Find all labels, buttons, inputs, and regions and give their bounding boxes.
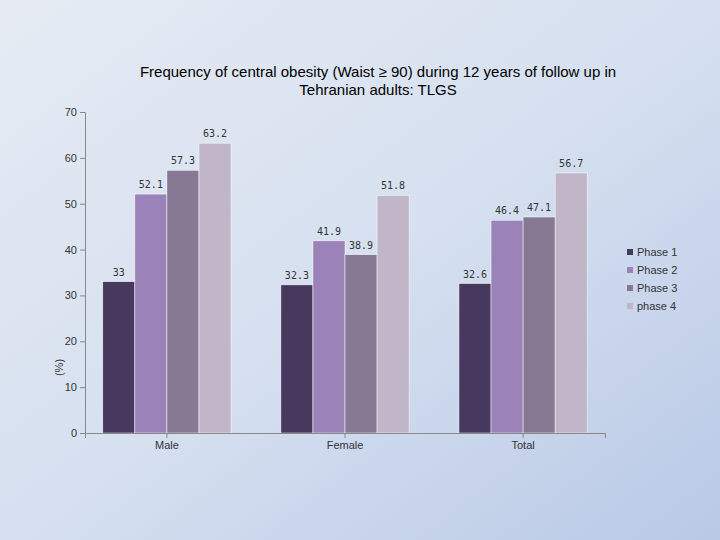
bar xyxy=(135,194,167,433)
y-tick-label: 50 xyxy=(65,198,77,210)
bar xyxy=(313,241,345,433)
x-tick-label: Total xyxy=(511,439,534,451)
data-label: 57.3 xyxy=(171,155,195,166)
bars xyxy=(103,143,587,433)
legend: Phase 1 Phase 2 Phase 3 phase 4 xyxy=(627,246,677,312)
x-tick-mark xyxy=(166,433,167,438)
y-tick: 10 xyxy=(65,381,85,393)
x-tick-label: Male xyxy=(155,439,179,451)
data-label: 32.3 xyxy=(285,270,309,281)
y-tick-mark xyxy=(80,158,85,159)
y-tick-label: 20 xyxy=(65,335,77,347)
y-tick: 70 xyxy=(65,106,85,118)
y-tick-mark xyxy=(80,112,85,113)
data-label: 33 xyxy=(113,267,125,278)
bar xyxy=(103,282,135,433)
y-tick-mark xyxy=(80,295,85,296)
data-label: 46.4 xyxy=(495,205,519,216)
bar xyxy=(523,217,555,433)
y-tick-mark xyxy=(80,433,85,434)
data-label: 47.1 xyxy=(527,202,551,213)
x-tick-label: Female xyxy=(327,439,364,451)
y-tick: 20 xyxy=(65,335,85,347)
y-tick-label: 0 xyxy=(71,427,77,439)
y-tick-label: 10 xyxy=(65,381,77,393)
y-axis-title: (%) xyxy=(53,359,65,376)
y-tick-label: 30 xyxy=(65,289,77,301)
y-tick: 30 xyxy=(65,289,85,301)
y-axis: 0 10 20 30 40 50 60 70 xyxy=(65,106,86,439)
background xyxy=(0,0,720,540)
legend-item: Phase 1 xyxy=(627,246,677,258)
y-tick-mark xyxy=(80,250,85,251)
y-tick-label: 70 xyxy=(65,106,77,118)
y-tick: 40 xyxy=(65,244,85,256)
y-tick-mark xyxy=(80,387,85,388)
legend-item: phase 4 xyxy=(627,300,676,312)
legend-label: phase 4 xyxy=(637,300,676,312)
data-label: 56.7 xyxy=(559,158,583,169)
chart-title: Frequency of central obesity (Waist ≥ 90… xyxy=(140,63,616,98)
bar xyxy=(491,220,523,433)
data-label: 32.6 xyxy=(463,269,487,280)
x-axis-line xyxy=(86,434,606,439)
data-label: 51.8 xyxy=(381,180,405,191)
legend-swatch xyxy=(627,267,633,273)
legend-swatch xyxy=(627,285,633,291)
legend-label: Phase 3 xyxy=(637,282,677,294)
data-labels: 33 32.3 32.6 52.1 41.9 46.4 57.3 38.9 47.1 63.2 51… xyxy=(113,128,583,281)
bar xyxy=(345,255,377,433)
x-tick-mark xyxy=(523,433,524,438)
title-line: Frequency of central obesity (Waist ≥ 90… xyxy=(140,63,616,80)
bar xyxy=(167,170,199,433)
bar xyxy=(459,284,491,433)
legend-label: Phase 2 xyxy=(637,264,677,276)
x-tick: Male xyxy=(155,433,179,451)
x-axis: Male Female Total xyxy=(86,433,606,451)
y-tick-label: 40 xyxy=(65,244,77,256)
data-label: 41.9 xyxy=(317,226,341,237)
x-tick: Total xyxy=(511,433,534,451)
y-axis-line xyxy=(80,113,86,434)
y-tick-mark xyxy=(80,204,85,205)
legend-item: Phase 2 xyxy=(627,264,677,276)
y-tick-mark xyxy=(80,341,85,342)
y-tick: 60 xyxy=(65,152,85,164)
legend-swatch xyxy=(627,249,633,255)
data-label: 38.9 xyxy=(349,240,373,251)
y-tick: 0 xyxy=(71,427,85,439)
x-tick-mark xyxy=(345,433,346,438)
data-label: 63.2 xyxy=(203,128,227,139)
data-label: 52.1 xyxy=(139,179,163,190)
bar xyxy=(281,285,313,433)
legend-swatch xyxy=(627,303,633,309)
legend-item: Phase 3 xyxy=(627,282,677,294)
title-line: Tehranian adults: TLGS xyxy=(299,81,456,98)
legend-label: Phase 1 xyxy=(637,246,677,258)
y-tick: 50 xyxy=(65,198,85,210)
chart-svg: Frequency of central obesity (Waist ≥ 90… xyxy=(0,0,720,540)
x-tick: Female xyxy=(327,433,364,451)
bar xyxy=(555,173,587,433)
bar xyxy=(377,195,409,433)
y-tick-label: 60 xyxy=(65,152,77,164)
bar xyxy=(199,143,231,433)
